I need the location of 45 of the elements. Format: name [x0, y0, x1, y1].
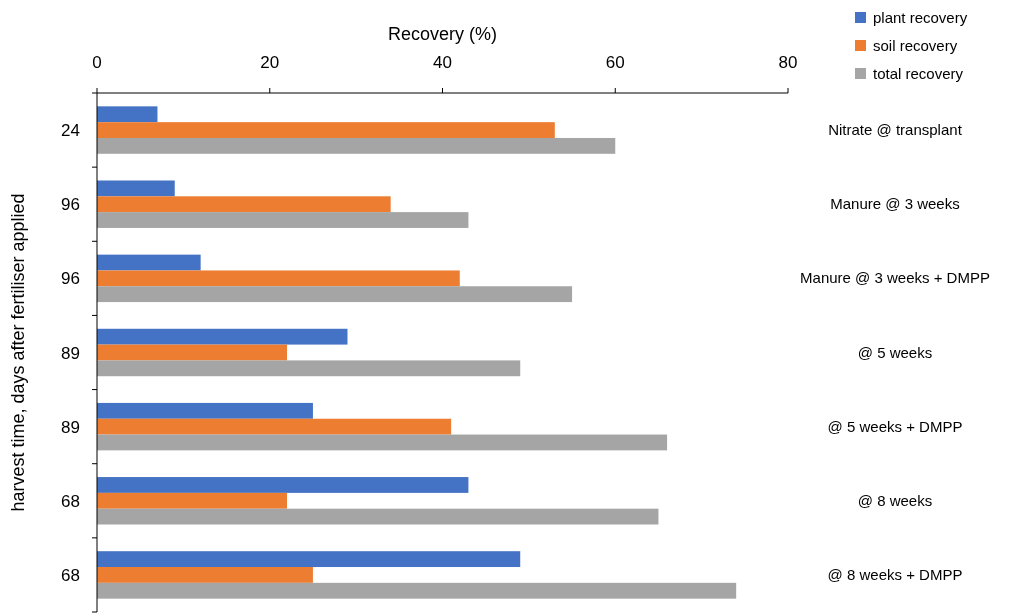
x-tick-label: 40: [433, 53, 452, 72]
x-tick-label: 80: [778, 53, 798, 72]
bar: [97, 418, 452, 435]
bar: [97, 328, 348, 345]
bar: [97, 212, 469, 228]
bar: [97, 344, 288, 361]
y-tick-label: 96: [61, 195, 80, 215]
bar: [97, 567, 313, 583]
y-tick-label: 89: [61, 417, 80, 437]
legend-label: total recovery: [873, 65, 964, 82]
bar: [97, 137, 616, 154]
x-axis-title: Recovery (%): [387, 24, 498, 44]
text: Nitrate @ transplant: [828, 121, 963, 139]
bar: [97, 492, 288, 509]
bar: [97, 551, 521, 568]
bar: [97, 286, 573, 303]
bar: [97, 180, 175, 197]
bar: [97, 477, 469, 493]
bar: [97, 360, 521, 377]
y-tick-label: 68: [61, 565, 80, 585]
bar: [97, 434, 668, 451]
x-tick-label: 0: [92, 53, 102, 72]
text: @ 5 weeks + DMPP: [827, 417, 963, 435]
x-tick-label: 60: [605, 53, 625, 72]
bar: [97, 122, 555, 138]
bar: [97, 254, 201, 271]
bar: [97, 196, 391, 213]
bar: [97, 270, 460, 287]
y-axis-title: harvest time, days after fertiliser applied: [8, 193, 28, 512]
x-tick-label: 20: [260, 53, 280, 72]
text: Manure @ 3 weeks: [830, 195, 960, 213]
text: @ 8 weeks: [857, 491, 933, 509]
bar: [97, 402, 313, 419]
y-tick-label: 68: [61, 491, 80, 511]
legend-label: soil recovery: [873, 37, 958, 54]
bar: [97, 582, 737, 599]
y-tick-label: 96: [61, 269, 80, 289]
legend-label: plant recovery: [873, 9, 968, 26]
bar: [97, 106, 158, 123]
text: @ 5 weeks: [857, 343, 933, 361]
y-tick-label: 89: [61, 343, 80, 363]
y-tick-label: 24: [61, 121, 80, 141]
text: Manure @ 3 weeks + DMPP: [800, 269, 990, 287]
text: @ 8 weeks + DMPP: [827, 565, 963, 583]
bar: [97, 508, 659, 525]
